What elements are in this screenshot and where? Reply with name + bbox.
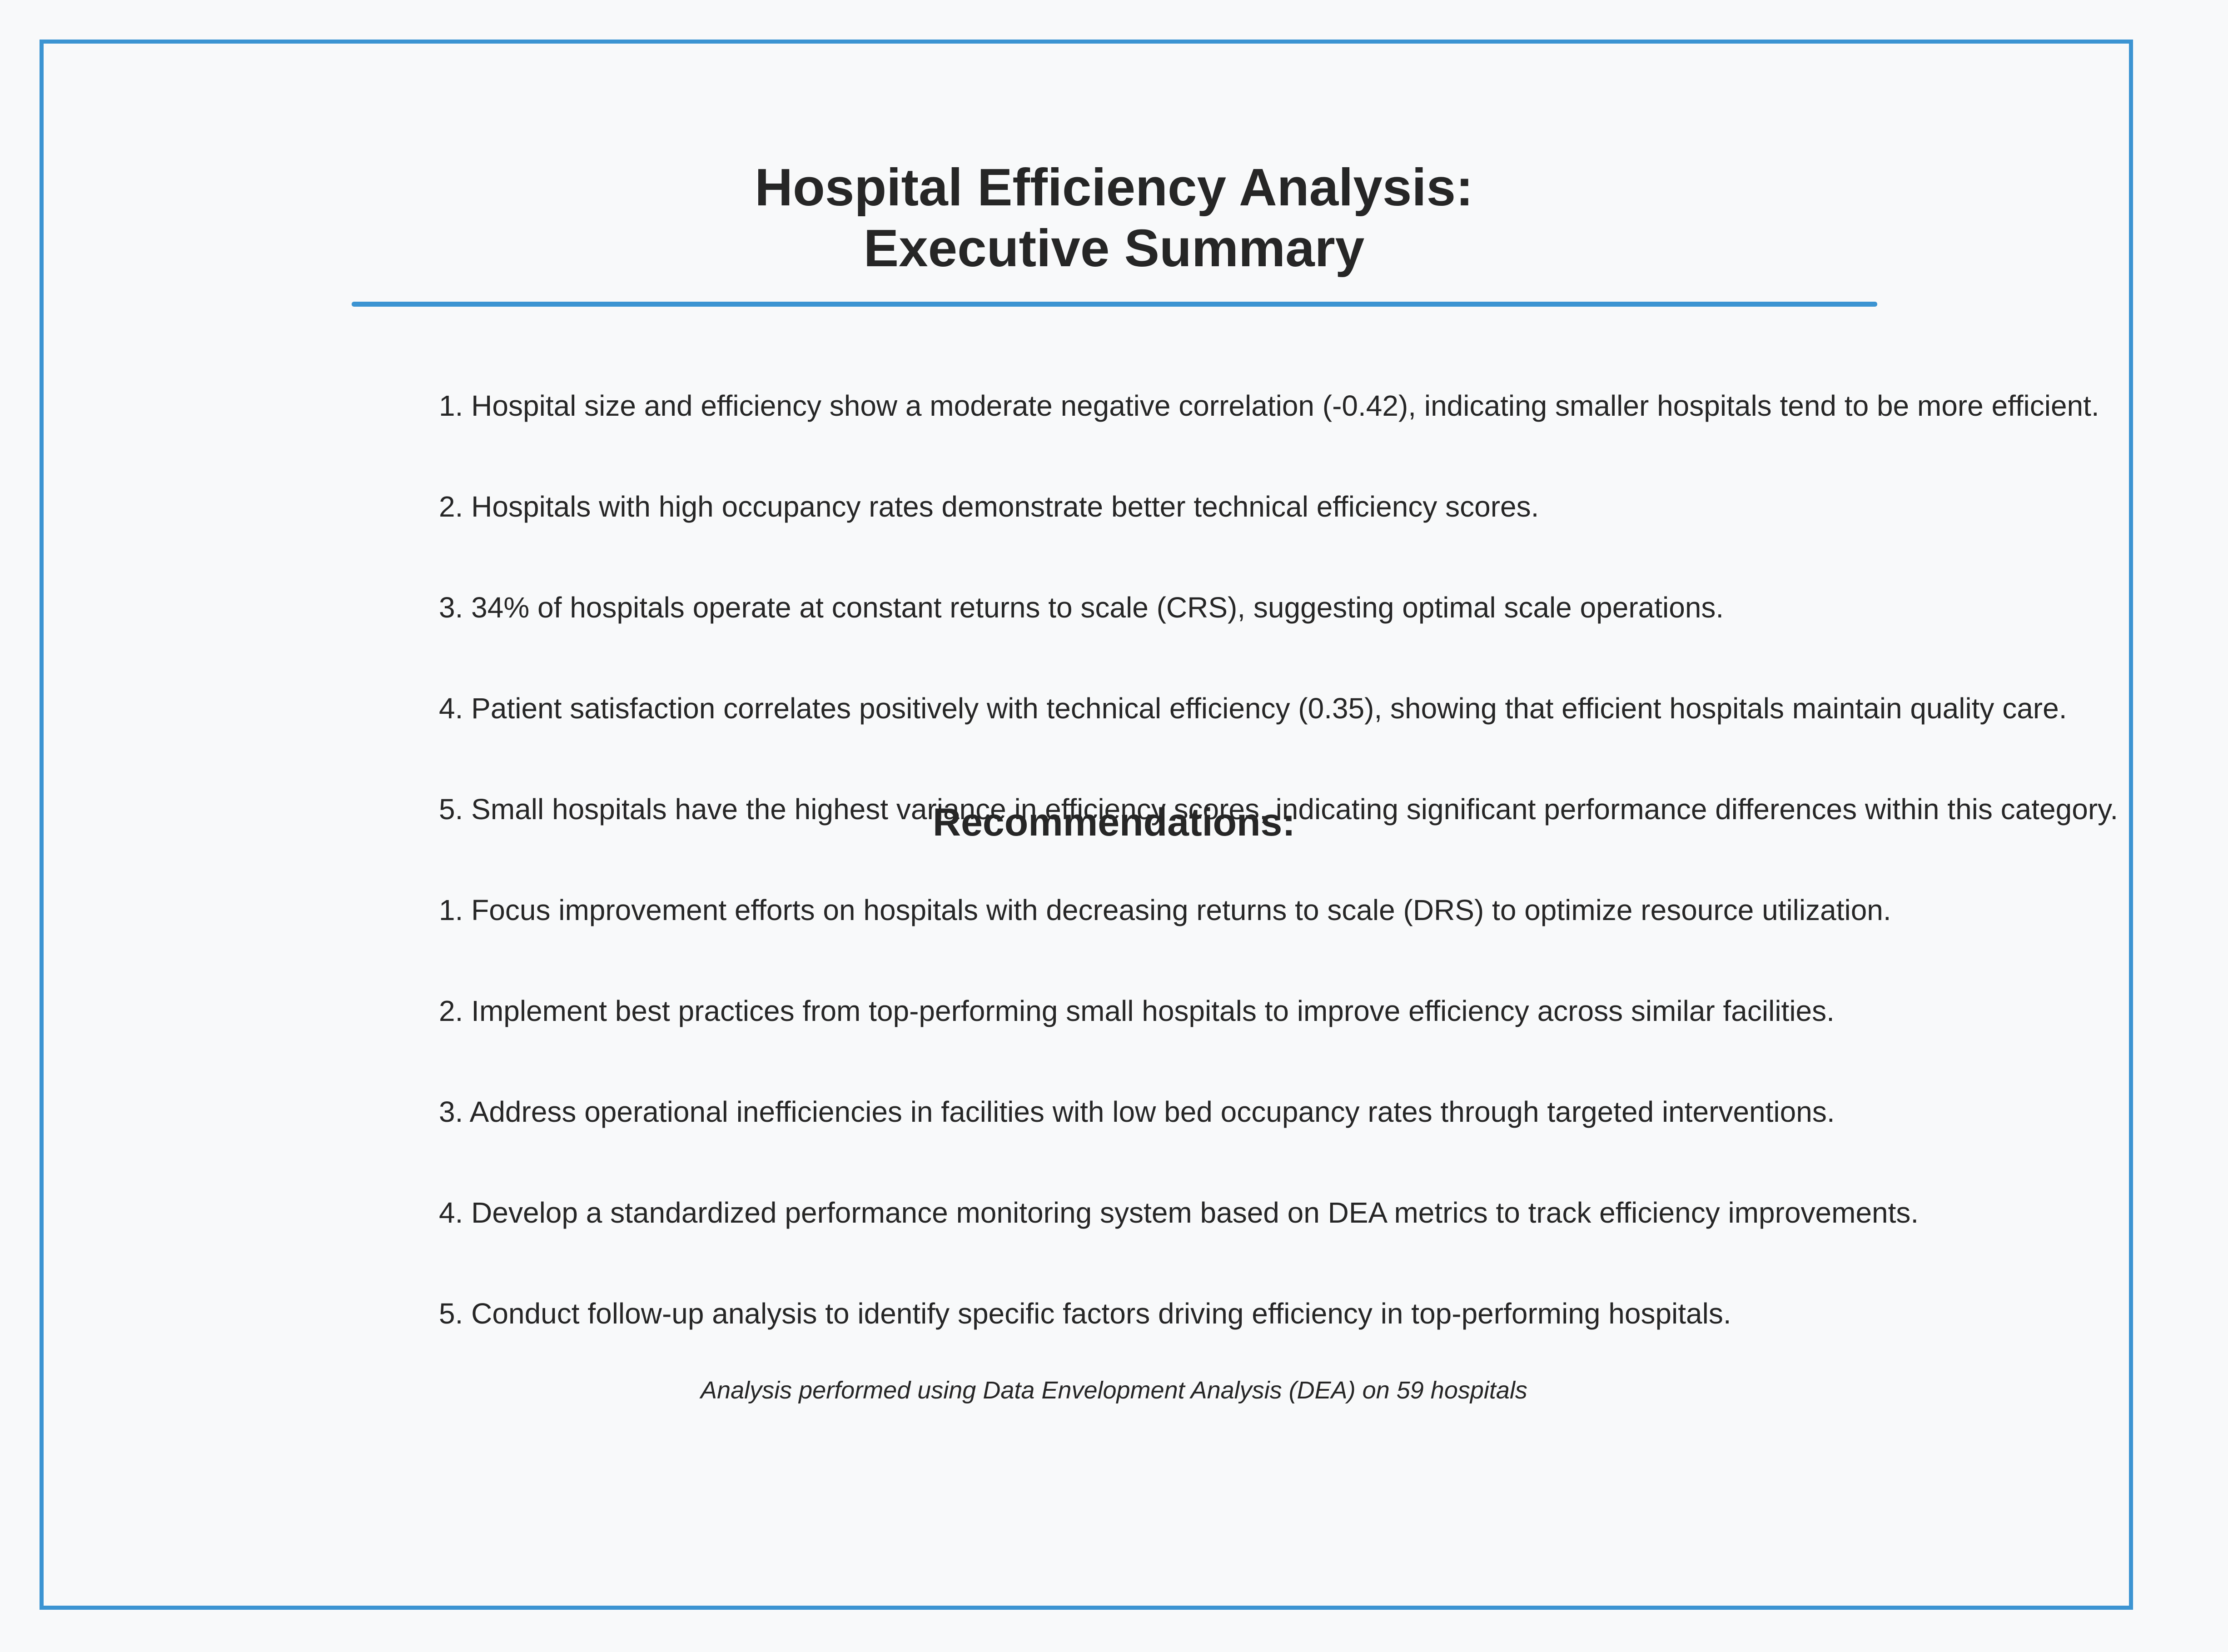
finding-item: 4. Patient satisfaction correlates posit… [439, 691, 2067, 726]
title-line-2: Executive Summary [0, 218, 2228, 279]
title-line-1: Hospital Efficiency Analysis: [0, 157, 2228, 218]
recommendation-item: 3. Address operational inefficiencies in… [439, 1095, 1835, 1129]
finding-item: 1. Hospital size and efficiency show a m… [439, 388, 2099, 423]
recommendation-item: 4. Develop a standardized performance mo… [439, 1195, 1919, 1230]
finding-item: 3. 34% of hospitals operate at constant … [439, 590, 1724, 625]
recommendations-heading: Recommendations: [0, 800, 2228, 845]
page-title: Hospital Efficiency Analysis: Executive … [0, 157, 2228, 279]
analysis-note: Analysis performed using Data Envelopmen… [0, 1376, 2228, 1405]
recommendation-item: 1. Focus improvement efforts on hospital… [439, 893, 1891, 927]
finding-item: 2. Hospitals with high occupancy rates d… [439, 489, 1539, 524]
title-divider [352, 302, 1877, 307]
recommendation-item: 2. Implement best practices from top-per… [439, 994, 1835, 1028]
recommendation-item: 5. Conduct follow-up analysis to identif… [439, 1296, 1731, 1331]
